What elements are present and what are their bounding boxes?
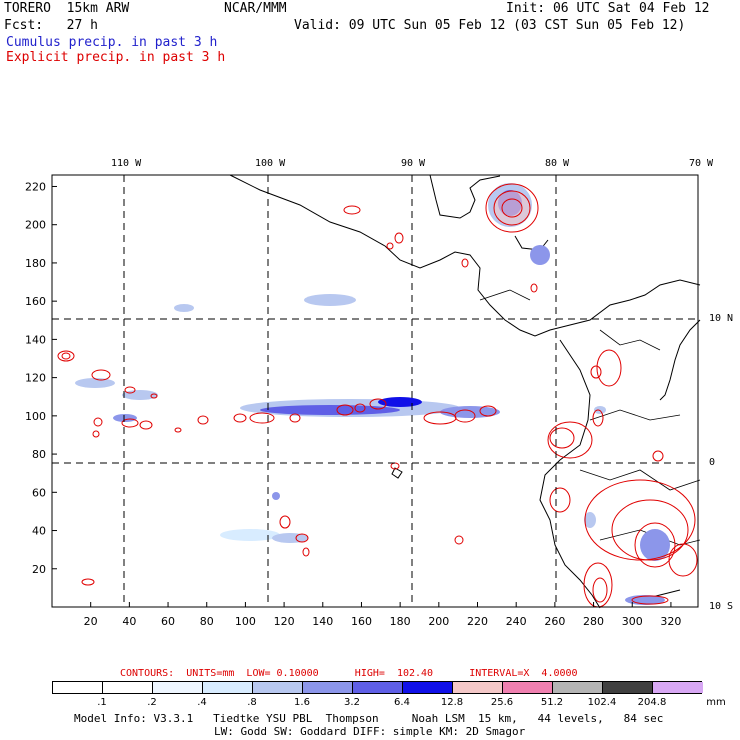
x-tick-label: 180 [390,615,411,628]
lon-label-90w: 90 W [401,158,426,169]
lon-label-110w: 110 W [111,158,142,169]
model-title: TORERO 15km ARW [4,1,130,16]
y-tick-label: 80 [32,448,46,461]
colorbar-swatch [103,682,153,693]
x-tick-label: 160 [351,615,372,628]
y-tick-label: 60 [32,486,46,499]
colorbar-label: 12.8 [440,697,464,708]
x-tick-label: 260 [544,615,565,628]
lon-label-70w: 70 W [689,158,714,169]
x-tick-label: 120 [274,615,295,628]
init-time: Init: 06 UTC Sat 04 Feb 12 [506,1,710,16]
colorbar-swatch [53,682,103,693]
x-tick-label: 240 [506,615,527,628]
colorbar-swatch [403,682,453,693]
colorbar-label: 3.2 [344,697,360,708]
x-tick-label: 320 [660,615,681,628]
map-frame [51,174,699,608]
y-axis: 20 40 60 80 100 120 140 160 180 200 220 [25,180,57,576]
borders [479,289,701,546]
lat-label-10s: 10 S [709,601,734,612]
y-tick-label: 120 [25,372,46,385]
colorbar-swatch [153,682,203,693]
forecast-hour: Fcst: 27 h [4,18,98,33]
x-tick-label: 220 [467,615,488,628]
x-tick-label: 140 [312,615,333,628]
colorbar-label: .8 [247,697,257,708]
y-tick-label: 180 [25,257,46,270]
y-tick-label: 220 [25,180,46,193]
contours-info: CONTOURS: UNITS=mm LOW= 0.10000 HIGH= 10… [120,668,578,679]
model-info: Model Info: V3.3.1 Tiedtke YSU PBL Thomp… [74,712,664,725]
y-tick-label: 140 [25,333,46,346]
lon-label-80w: 80 W [545,158,570,169]
colorbar-swatch [253,682,303,693]
colorbar-label: .1 [97,697,107,708]
x-axis: 20 40 60 80 100 120 140 160 180 200 220 240 260 280 30… [84,602,681,628]
colorbar-label: .2 [147,697,157,708]
x-tick-label: 280 [583,615,604,628]
colorbar-label: 1.6 [294,697,310,708]
x-tick-label: 300 [622,615,643,628]
physics-info: LW: Godd SW: Goddard DIFF: simple KM: 2D… [214,725,526,738]
colorbar-label: 25.6 [490,697,514,708]
colorbar-swatch [453,682,503,693]
colorbar-swatch [653,682,703,693]
lon-label-100w: 100 W [255,158,286,169]
x-tick-label: 40 [122,615,136,628]
colorbar-label: 51.2 [540,697,564,708]
colorbar-label: 6.4 [394,697,410,708]
y-tick-label: 40 [32,525,46,538]
explicit-legend: Explicit precip. in past 3 h [6,50,226,65]
colorbar-label: 102.4 [587,697,617,708]
colorbar-label: .4 [197,697,207,708]
colorbar-swatch [553,682,603,693]
graticule [52,175,698,607]
y-tick-label: 160 [25,295,46,308]
lat-label-10n: 10 N [709,313,734,324]
x-tick-label: 80 [200,615,214,628]
org-label: NCAR/MMM [224,1,287,16]
colorbar-label: 204.8 [637,697,667,708]
colorbar-swatch [203,682,253,693]
cumulus-precip [75,183,670,605]
coastlines [229,174,701,609]
colorbar-swatch [603,682,653,693]
colorbar [52,681,703,694]
cumulus-legend: Cumulus precip. in past 3 h [6,35,218,50]
lat-label-0: 0 [709,457,716,468]
y-tick-label: 100 [25,410,46,423]
x-tick-label: 60 [161,615,175,628]
x-tick-label: 100 [235,615,256,628]
colorbar-swatch [353,682,403,693]
y-tick-label: 200 [25,219,46,232]
valid-time: Valid: 09 UTC Sun 05 Feb 12 (03 CST Sun … [294,18,686,33]
x-tick-label: 20 [84,615,98,628]
y-tick-label: 20 [32,563,46,576]
x-tick-label: 200 [428,615,449,628]
colorbar-swatch [303,682,353,693]
colorbar-swatch [503,682,553,693]
colorbar-unit: mm [706,697,726,708]
